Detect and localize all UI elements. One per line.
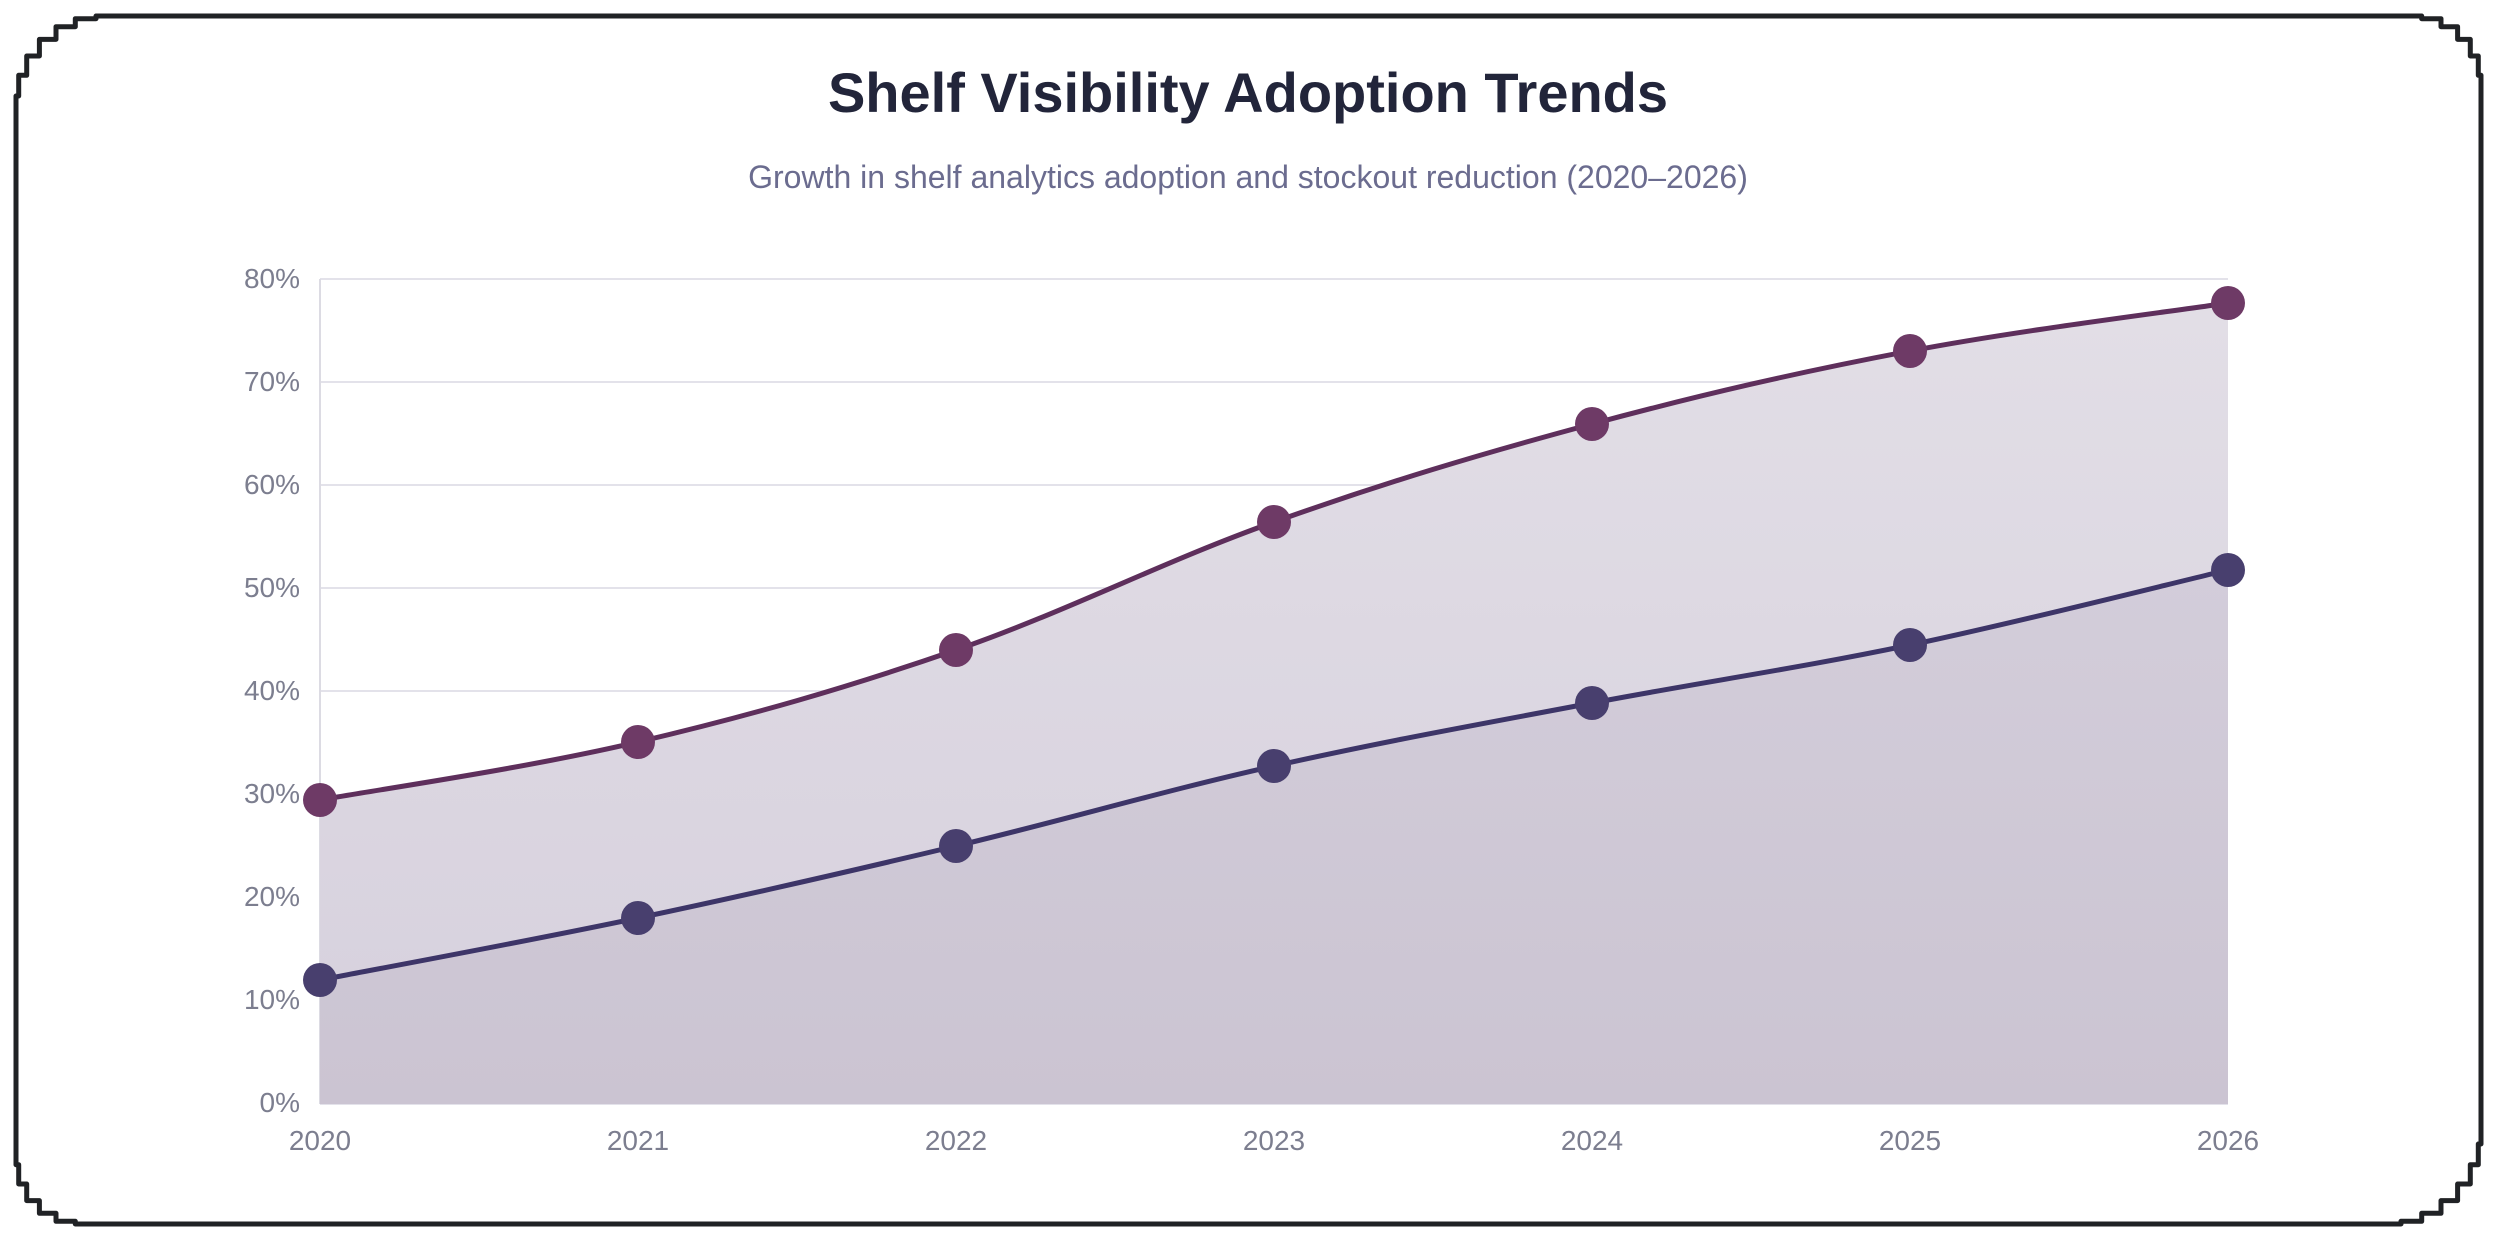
svg-text:0%: 0% xyxy=(260,1087,300,1118)
svg-text:70%: 70% xyxy=(244,366,300,397)
svg-text:40%: 40% xyxy=(244,675,300,706)
svg-text:2026: 2026 xyxy=(2197,1125,2259,1156)
svg-text:Growth in shelf analytics adop: Growth in shelf analytics adoption and s… xyxy=(748,159,1748,195)
svg-text:10%: 10% xyxy=(244,984,300,1015)
svg-text:2021: 2021 xyxy=(607,1125,669,1156)
svg-text:50%: 50% xyxy=(244,572,300,603)
svg-text:Shelf Visibility Adoption Tren: Shelf Visibility Adoption Trends xyxy=(828,61,1668,124)
svg-text:2025: 2025 xyxy=(1879,1125,1941,1156)
svg-text:2020: 2020 xyxy=(289,1125,351,1156)
svg-text:2023: 2023 xyxy=(1243,1125,1305,1156)
svg-text:80%: 80% xyxy=(244,263,300,294)
svg-text:60%: 60% xyxy=(244,469,300,500)
svg-text:30%: 30% xyxy=(244,778,300,809)
svg-text:2024: 2024 xyxy=(1561,1125,1623,1156)
svg-text:2022: 2022 xyxy=(925,1125,987,1156)
svg-text:20%: 20% xyxy=(244,881,300,912)
